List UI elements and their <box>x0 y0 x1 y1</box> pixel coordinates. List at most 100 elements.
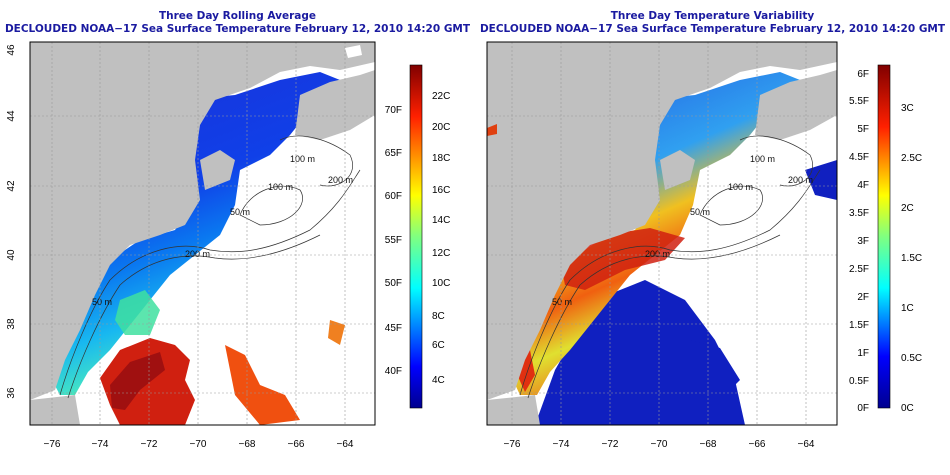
svg-text:2F: 2F <box>857 292 869 303</box>
warm-patch-small <box>328 320 345 345</box>
svg-text:100 m: 100 m <box>268 182 293 192</box>
x-tick: −74 <box>92 439 109 450</box>
x-tick: −76 <box>504 439 521 450</box>
x-tick: −66 <box>288 439 305 450</box>
y-tick: 46 <box>6 44 17 56</box>
x-tick: −68 <box>700 439 717 450</box>
x-tick: −70 <box>651 439 668 450</box>
svg-text:1.5F: 1.5F <box>849 320 869 331</box>
svg-text:50 m: 50 m <box>552 297 572 307</box>
y-tick: 40 <box>6 249 17 261</box>
right-x-axis: −76 −74 −72 −70 −68 −66 −64 <box>504 439 815 450</box>
svg-text:5F: 5F <box>857 124 869 135</box>
right-title-line1: Three Day Temperature Variability <box>610 10 815 22</box>
x-tick: −72 <box>141 439 158 450</box>
svg-text:12C: 12C <box>432 248 450 259</box>
left-y-axis: 36 38 40 42 44 46 <box>6 44 17 399</box>
svg-text:200 m: 200 m <box>788 175 813 185</box>
svg-text:18C: 18C <box>432 153 450 164</box>
y-tick: 42 <box>6 180 17 192</box>
svg-text:4.5F: 4.5F <box>849 152 869 163</box>
right-variability-map: 100 m 200 m 100 m 50 m 200 m 50 m −76 −7… <box>475 41 922 450</box>
svg-text:100 m: 100 m <box>290 154 315 164</box>
svg-text:6F: 6F <box>857 69 869 80</box>
svg-text:20C: 20C <box>432 122 450 133</box>
x-tick: −74 <box>553 439 570 450</box>
right-map-frame <box>486 41 838 426</box>
svg-text:3F: 3F <box>857 236 869 247</box>
y-tick: 40 <box>475 249 476 261</box>
svg-text:10C: 10C <box>432 278 450 289</box>
land-cape-hatteras <box>487 395 540 425</box>
y-tick: 36 <box>6 387 17 399</box>
svg-text:4F: 4F <box>857 180 869 191</box>
warm-patch-offshore <box>225 345 300 425</box>
svg-text:1F: 1F <box>857 348 869 359</box>
right-colorbar-c-labels: 0C 0.5C 1C 1.5C 2C 2.5C 3C <box>901 103 922 414</box>
x-tick: −68 <box>239 439 256 450</box>
left-map-title: Three Day Rolling Average DECLOUDED NOAA… <box>0 10 475 36</box>
land-nova-scotia <box>295 70 375 140</box>
svg-text:0C: 0C <box>901 403 914 414</box>
svg-text:14C: 14C <box>432 215 450 226</box>
svg-text:3.5F: 3.5F <box>849 208 869 219</box>
x-tick: −70 <box>190 439 207 450</box>
svg-text:2C: 2C <box>901 203 914 214</box>
low-variability-patch <box>690 340 740 395</box>
svg-text:4C: 4C <box>432 375 445 386</box>
svg-text:2.5F: 2.5F <box>849 264 869 275</box>
svg-text:50F: 50F <box>385 278 402 289</box>
x-tick: −64 <box>337 439 354 450</box>
x-tick: −64 <box>798 439 815 450</box>
y-tick: 44 <box>475 110 476 122</box>
svg-text:16C: 16C <box>432 185 450 196</box>
left-colorbar-c-labels: 4C 6C 8C 10C 12C 14C 16C 18C 20C 22C <box>432 91 450 386</box>
y-tick: 46 <box>475 44 476 56</box>
svg-text:0.5C: 0.5C <box>901 353 922 364</box>
y-tick: 36 <box>475 387 476 399</box>
svg-text:65F: 65F <box>385 148 402 159</box>
bathymetry-contours <box>59 135 361 399</box>
left-x-axis: −76 −74 −72 −70 −68 −66 −64 <box>44 439 354 450</box>
svg-text:200 m: 200 m <box>185 249 210 259</box>
land-mainland <box>487 42 837 400</box>
svg-text:0.5F: 0.5F <box>849 376 869 387</box>
left-colorbar-f-labels: 40F 45F 50F 55F 60F 65F 70F <box>385 105 402 377</box>
svg-text:50 m: 50 m <box>230 207 250 217</box>
y-tick: 38 <box>475 318 476 330</box>
svg-text:200 m: 200 m <box>328 175 353 185</box>
svg-text:40F: 40F <box>385 366 402 377</box>
svg-text:8C: 8C <box>432 311 445 322</box>
svg-text:100 m: 100 m <box>750 154 775 164</box>
left-title-line1: Three Day Rolling Average <box>158 10 317 22</box>
y-tick: 38 <box>6 318 17 330</box>
left-sst-map: 100 m 200 m 100 m 50 m 200 m 50 m −76 −7… <box>6 41 450 450</box>
svg-text:60F: 60F <box>385 191 402 202</box>
gridlines <box>30 42 375 425</box>
right-map-title: Three Day Temperature Variability DECLOU… <box>475 10 950 36</box>
land-nova-scotia <box>755 70 837 140</box>
x-tick: −66 <box>749 439 766 450</box>
small-warm-island-patch <box>487 124 497 136</box>
land-pei <box>345 45 362 58</box>
svg-text:1.5C: 1.5C <box>901 253 922 264</box>
right-y-axis: 36 38 40 42 44 46 <box>475 44 476 399</box>
svg-text:22C: 22C <box>432 91 450 102</box>
left-title-line2: DECLOUDED NOAA−17 Sea Surface Temperatur… <box>4 23 471 35</box>
svg-text:0F: 0F <box>857 403 869 414</box>
svg-text:2.5C: 2.5C <box>901 153 922 164</box>
land-cape-cod <box>200 150 235 190</box>
left-colorbar <box>409 64 423 409</box>
land-mainland <box>30 42 375 400</box>
x-tick: −72 <box>602 439 619 450</box>
low-variability-east <box>805 160 837 200</box>
land-cape-cod <box>660 150 695 190</box>
svg-text:6C: 6C <box>432 340 445 351</box>
high-variability-south <box>515 350 535 392</box>
right-colorbar <box>877 64 891 409</box>
right-title-line2: DECLOUDED NOAA−17 Sea Surface Temperatur… <box>479 23 946 35</box>
svg-text:1C: 1C <box>901 303 914 314</box>
svg-text:5.5F: 5.5F <box>849 96 869 107</box>
warm-core <box>110 352 165 410</box>
svg-text:50 m: 50 m <box>690 207 710 217</box>
